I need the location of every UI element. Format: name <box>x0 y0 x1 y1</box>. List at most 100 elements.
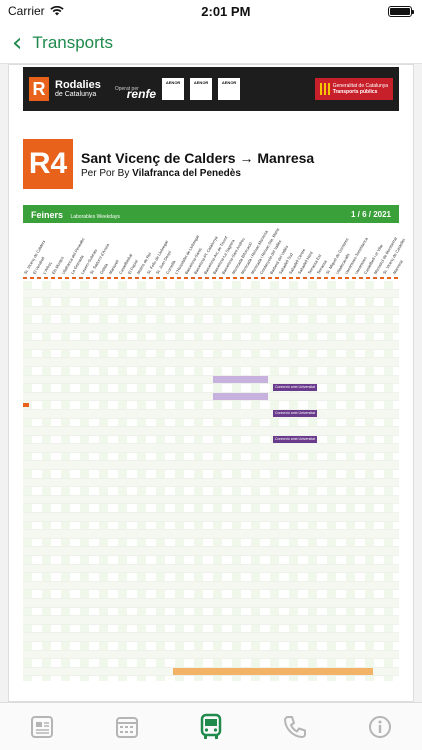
timetable-date: 1 / 6 / 2021 <box>350 209 391 219</box>
timetable-row <box>23 547 399 556</box>
route-via: Per Por By Vilafranca del Penedès <box>81 168 314 179</box>
brand-header: R Rodalies de Catalunya Operat per renfe… <box>23 67 399 111</box>
line-badge: R4 <box>23 139 73 189</box>
timetable-row <box>23 281 399 290</box>
tab-transport[interactable] <box>191 707 231 747</box>
timetable-row <box>23 461 399 471</box>
timetable-row <box>23 323 399 333</box>
connection-label: Connexió amb Universitat <box>273 435 318 443</box>
timetable-row <box>23 616 399 625</box>
tab-schedule[interactable] <box>107 707 147 747</box>
senyera-icon <box>319 83 330 95</box>
day-type: Feiners <box>31 210 64 220</box>
tab-bar <box>0 702 422 750</box>
route-title: Sant Vicenç de Calders → Manresa <box>81 149 315 166</box>
timetable-row <box>23 392 399 402</box>
timetable-row <box>23 427 399 436</box>
timetable-row <box>23 564 399 574</box>
navigation-bar: ‹ Transports <box>0 22 422 64</box>
aenor-badge: AENOR <box>190 78 213 100</box>
timetable-row <box>23 453 399 462</box>
timetable-row <box>23 633 399 642</box>
operated-by-label: Operat per <box>114 86 139 92</box>
connection-label: Connexió amb Universitat <box>273 384 318 392</box>
highlight-row <box>173 667 373 675</box>
timetable-row <box>23 539 399 548</box>
generalitat-name: Generalitat de Catalunya <box>332 83 388 89</box>
timetable-row <box>23 581 399 591</box>
timetable-row <box>23 573 399 582</box>
row-marker <box>23 403 29 408</box>
timetable-row <box>23 667 399 677</box>
route-header: R4 Sant Vicenç de Calders → Manresa Per … <box>23 139 399 189</box>
highlight-cell <box>213 392 268 400</box>
day-type-sub: Laborables Weekdays <box>70 214 120 220</box>
timetable-row <box>23 470 399 479</box>
timetable-row <box>23 590 399 599</box>
status-left: Carrier <box>8 4 64 18</box>
battery-fill <box>390 7 410 15</box>
pdf-viewer[interactable]: R Rodalies de Catalunya Operat per renfe… <box>0 64 422 702</box>
timetable-row <box>23 315 399 324</box>
timetable-row <box>23 289 399 299</box>
route-via-prefix: Per Por By <box>81 167 130 179</box>
timetable-row <box>23 478 399 488</box>
battery-icon <box>388 5 414 17</box>
timetable-row <box>23 487 399 496</box>
connection-label: Connexió amb Universitat <box>273 409 318 417</box>
timetable-row <box>23 530 399 539</box>
highlight-cell <box>213 375 268 383</box>
timetable-row <box>23 358 399 367</box>
timetable-row <box>23 444 399 453</box>
station-label: Gelida <box>98 262 109 275</box>
generalitat-text: Generalitat de Catalunya Transports públ… <box>333 83 388 95</box>
brand-subtitle: de Catalunya <box>55 91 97 99</box>
timetable-row <box>23 375 399 385</box>
timetable-row <box>23 556 399 565</box>
rodalies-brand: Rodalies de Catalunya <box>55 78 101 99</box>
timetable-row <box>23 522 399 531</box>
status-time: 2:01 PM <box>201 3 251 19</box>
status-bar: Carrier 2:01 PM <box>0 0 422 22</box>
newspaper-icon <box>31 715 54 738</box>
aenor-badge: AENOR <box>218 78 241 100</box>
timetable-row <box>23 341 399 350</box>
timetable-row <box>23 367 399 376</box>
timetable-row <box>23 598 399 608</box>
day-type-band: Feiners Laborables Weekdays 1 / 6 / 2021 <box>23 205 399 223</box>
timetable-row <box>23 401 399 410</box>
timetable-page[interactable]: R Rodalies de Catalunya Operat per renfe… <box>8 64 414 702</box>
chevron-left-icon[interactable]: ‹ <box>12 27 23 58</box>
renfe-logo: renfe <box>126 87 157 101</box>
tab-phone[interactable] <box>275 707 315 747</box>
calendar-icon <box>115 716 138 738</box>
brand-name: Rodalies <box>55 78 101 91</box>
timetable-row <box>23 642 399 651</box>
rodalies-logo: R <box>29 77 49 101</box>
timetable-row <box>23 350 399 359</box>
timetable-row: Connexió amb Universitat <box>23 384 399 393</box>
timetable-row <box>23 333 399 342</box>
generalitat-transport: Transports públics <box>332 89 378 95</box>
tab-info[interactable] <box>360 707 400 747</box>
generalitat-logo: Generalitat de Catalunya Transports públ… <box>314 78 393 100</box>
timetable-row <box>23 608 399 617</box>
timetable-row <box>23 650 399 660</box>
timetable-grid: Connexió amb Universitat Connexió amb Uni… <box>23 281 399 681</box>
route-line <box>23 277 399 279</box>
nav-title[interactable]: Transports <box>32 32 114 52</box>
timetable-row <box>23 298 399 307</box>
timetable-row <box>23 419 399 428</box>
carrier-label: Carrier <box>8 4 45 18</box>
timetable-row <box>23 659 399 668</box>
timetable-row <box>23 625 399 634</box>
timetable-row <box>23 306 399 316</box>
route-via-station: Vilafranca del Penedès <box>132 167 241 179</box>
timetable-row: Connexió amb Universitat <box>23 409 399 419</box>
timetable-row <box>23 495 399 505</box>
aenor-badge: AENOR <box>162 78 185 100</box>
tab-news[interactable] <box>22 707 62 747</box>
bus-icon <box>200 713 222 739</box>
timetable-row <box>23 513 399 522</box>
wifi-icon <box>49 6 64 16</box>
